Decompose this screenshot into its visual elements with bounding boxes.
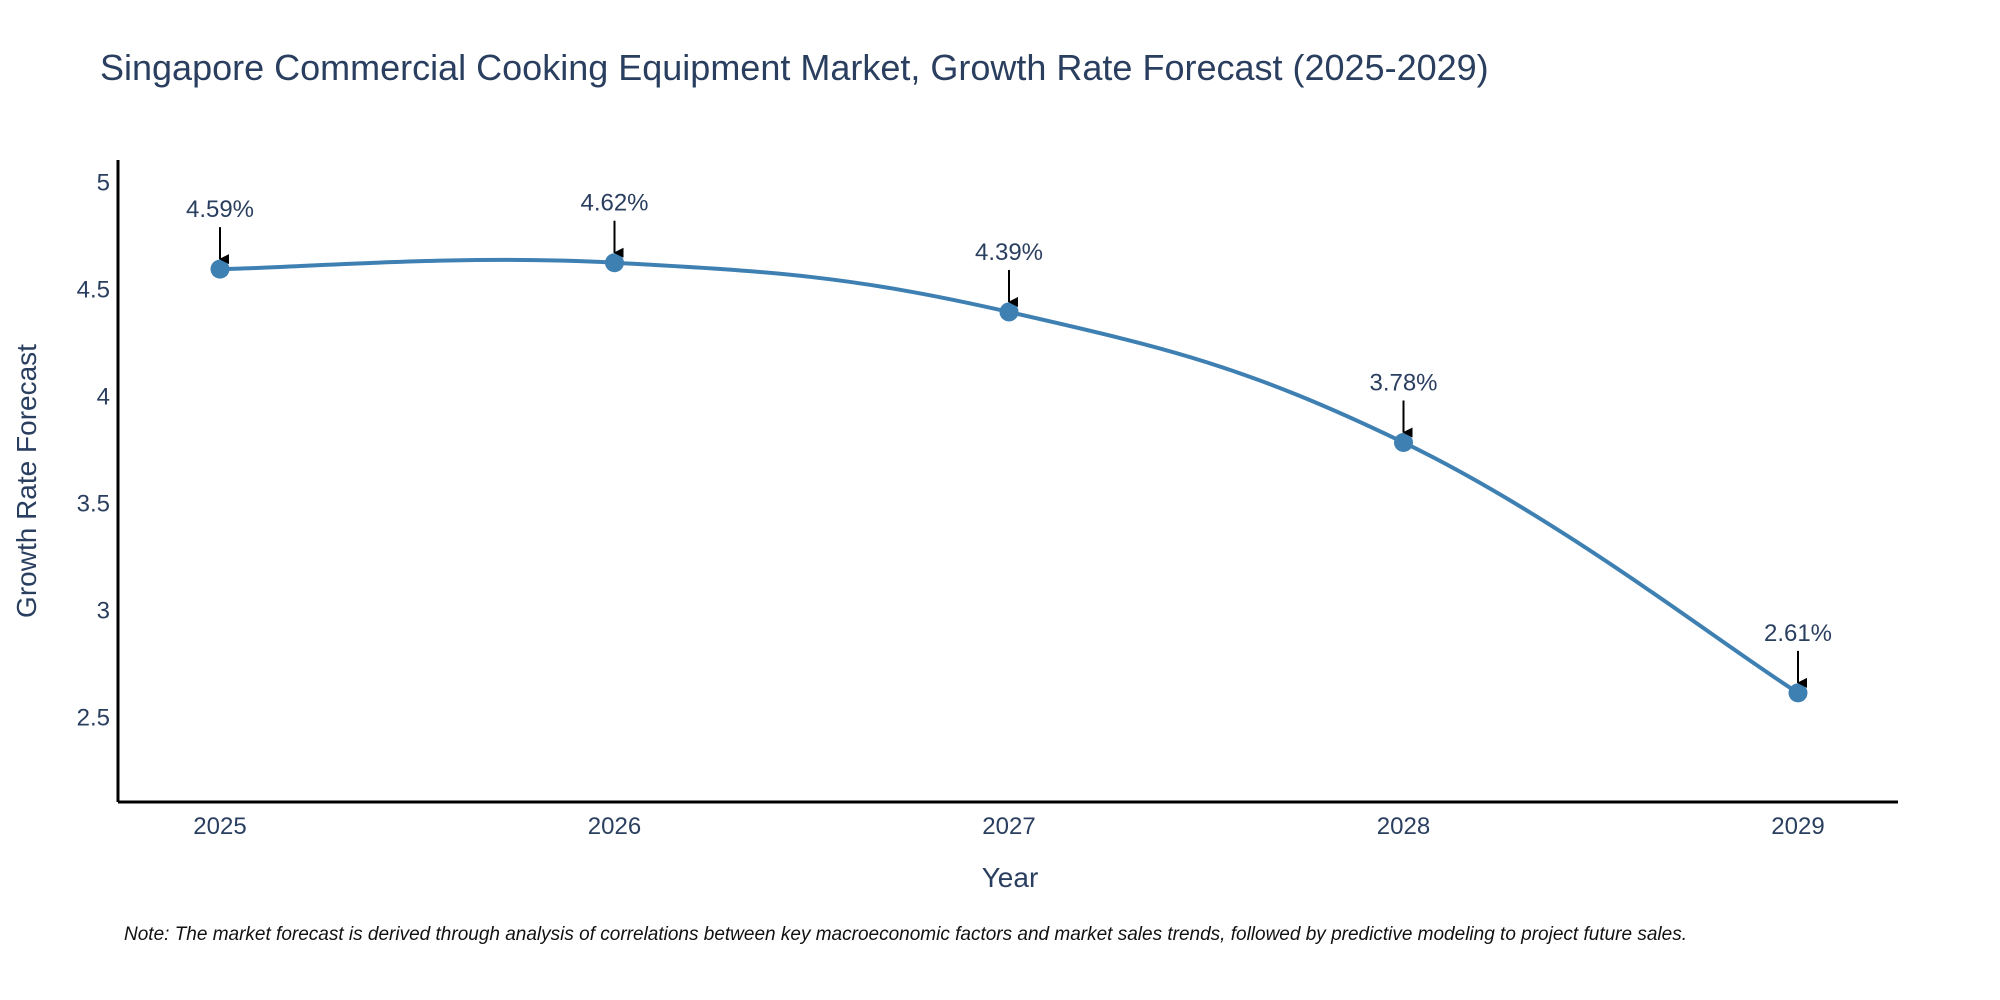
y-axis-title: Growth Rate Forecast (11, 344, 42, 618)
data-point (1788, 683, 1808, 703)
data-label: 4.62% (580, 190, 648, 217)
data-label: 4.39% (975, 239, 1043, 266)
y-tick-labels: 2.5 3 3.5 4 4.5 5 (77, 169, 110, 731)
data-label: 2.61% (1764, 620, 1832, 647)
series-line (218, 257, 1800, 695)
data-annotations: 4.59% 4.62% 4.39% 3.78% 2.61% (186, 190, 1832, 688)
y-tick-label: 5 (97, 169, 110, 196)
x-tick-label: 2027 (982, 813, 1035, 840)
data-point (605, 253, 624, 273)
y-tick-label: 3.5 (77, 490, 110, 517)
chart-title: Singapore Commercial Cooking Equipment M… (100, 47, 1489, 88)
data-label: 4.59% (186, 196, 254, 223)
x-tick-label: 2028 (1377, 813, 1430, 840)
data-markers (210, 253, 1808, 703)
data-point (999, 302, 1019, 322)
y-tick-label: 4 (97, 383, 110, 410)
axes (116, 160, 1898, 804)
x-tick-label: 2026 (588, 813, 641, 840)
x-tick-label: 2025 (193, 813, 246, 840)
data-label: 3.78% (1369, 369, 1437, 396)
y-tick-label: 4.5 (77, 276, 110, 303)
data-point (210, 259, 230, 279)
x-tick-labels: 2025 2026 2027 2028 2029 (193, 813, 1824, 840)
x-tick-label: 2029 (1771, 813, 1824, 840)
data-point (1394, 432, 1413, 452)
y-tick-label: 2.5 (77, 704, 110, 731)
footnote: Note: The market forecast is derived thr… (124, 924, 1687, 945)
y-tick-label: 3 (97, 597, 110, 624)
x-axis-title: Year (982, 862, 1039, 893)
